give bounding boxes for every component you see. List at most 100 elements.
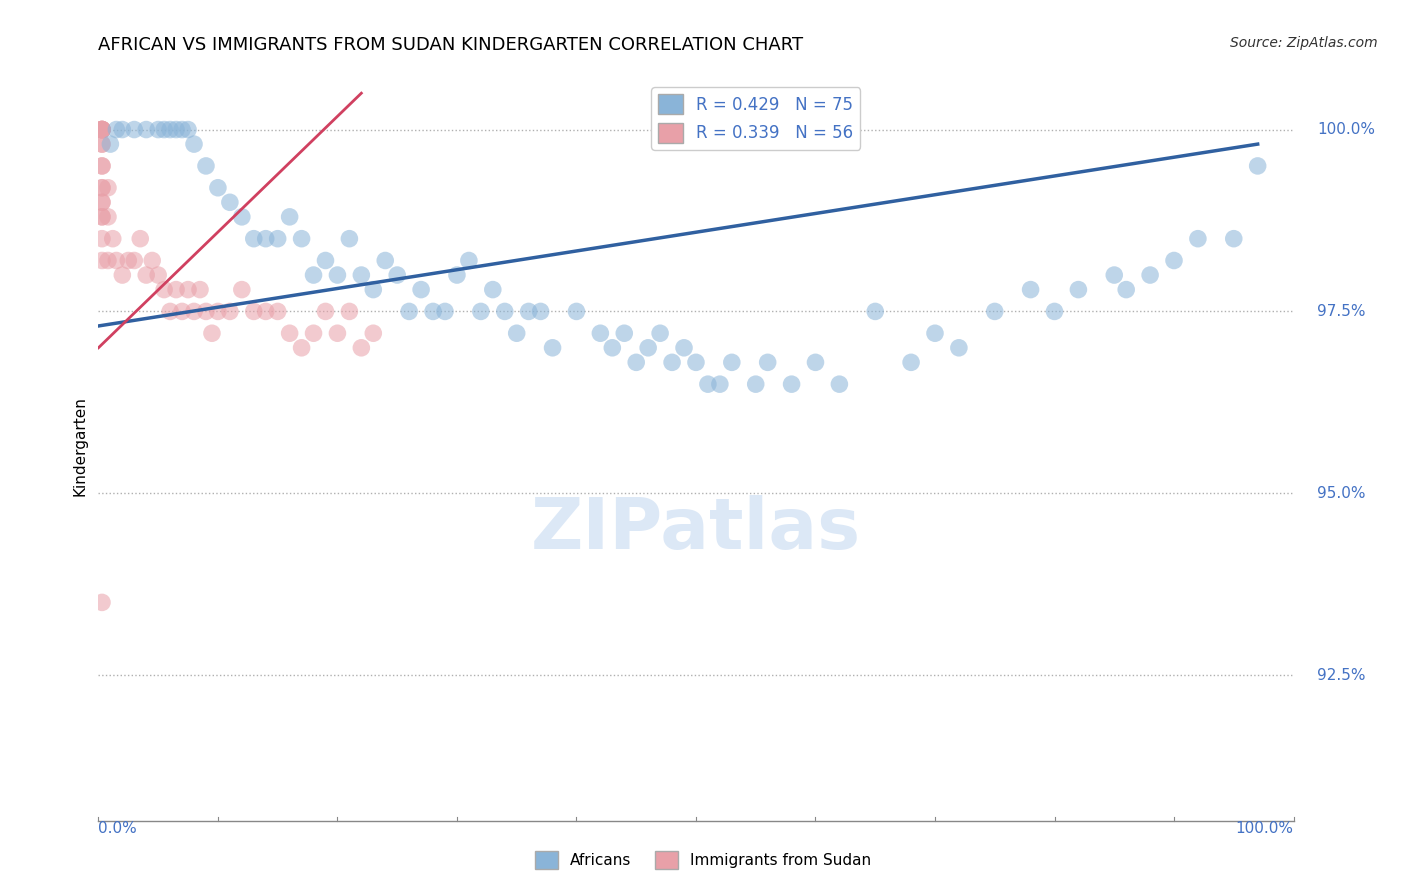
Point [91, 210, 114, 224]
Point [278, 210, 301, 224]
Text: Source: ZipAtlas.com: Source: ZipAtlas.com [1230, 36, 1378, 50]
Point [697, 377, 720, 392]
Point [91, 195, 114, 210]
Point [350, 341, 373, 355]
Point [129, 232, 152, 246]
Y-axis label: Kindergarten: Kindergarten [72, 396, 87, 496]
Point [1247, 159, 1270, 173]
Point [541, 341, 564, 355]
Text: ZIPatlas: ZIPatlas [531, 495, 860, 564]
Point [91, 122, 114, 136]
Text: 100.0%: 100.0% [1236, 821, 1294, 836]
Point [141, 253, 163, 268]
Point [207, 304, 229, 318]
Point [153, 283, 176, 297]
Point [243, 304, 266, 318]
Point [91, 253, 114, 268]
Point [828, 377, 851, 392]
Point [900, 355, 922, 369]
Point [91, 137, 114, 152]
Point [422, 304, 444, 318]
Point [243, 232, 266, 246]
Text: 95.0%: 95.0% [1317, 486, 1365, 500]
Point [159, 304, 181, 318]
Point [91, 210, 114, 224]
Point [188, 283, 211, 297]
Point [117, 253, 139, 268]
Point [105, 122, 128, 136]
Text: 92.5%: 92.5% [1317, 667, 1365, 682]
Point [756, 355, 779, 369]
Point [673, 341, 696, 355]
Point [339, 232, 361, 246]
Point [219, 304, 242, 318]
Point [91, 180, 114, 194]
Point [91, 137, 114, 152]
Text: 0.0%: 0.0% [98, 821, 138, 836]
Point [177, 122, 200, 136]
Point [482, 283, 505, 297]
Point [637, 341, 659, 355]
Point [315, 304, 337, 318]
Point [458, 253, 481, 268]
Point [231, 283, 253, 297]
Point [1187, 232, 1209, 246]
Point [124, 253, 146, 268]
Point [1019, 283, 1042, 297]
Point [91, 232, 114, 246]
Point [201, 326, 224, 341]
Point [183, 137, 205, 152]
Point [865, 304, 887, 318]
Point [111, 122, 134, 136]
Point [124, 122, 146, 136]
Point [506, 326, 529, 341]
Point [721, 355, 744, 369]
Point [135, 122, 157, 136]
Point [709, 377, 731, 392]
Point [183, 304, 205, 318]
Point [326, 326, 349, 341]
Point [1043, 304, 1066, 318]
Point [91, 180, 114, 194]
Point [745, 377, 768, 392]
Point [291, 341, 314, 355]
Point [165, 122, 187, 136]
Point [411, 283, 433, 297]
Point [159, 122, 181, 136]
Point [91, 195, 114, 210]
Point [207, 180, 229, 194]
Point [385, 268, 409, 282]
Point [602, 341, 624, 355]
Point [650, 326, 672, 341]
Point [195, 159, 218, 173]
Point [153, 122, 176, 136]
Point [924, 326, 946, 341]
Point [267, 232, 290, 246]
Point [339, 304, 361, 318]
Legend: R = 0.429   N = 75, R = 0.339   N = 56: R = 0.429 N = 75, R = 0.339 N = 56 [651, 87, 860, 150]
Point [589, 326, 612, 341]
Point [565, 304, 588, 318]
Point [101, 232, 124, 246]
Point [446, 268, 468, 282]
Point [291, 232, 314, 246]
Point [91, 122, 114, 136]
Point [1223, 232, 1246, 246]
Point [326, 268, 349, 282]
Point [267, 304, 290, 318]
Point [254, 232, 277, 246]
Point [278, 326, 301, 341]
Point [91, 122, 114, 136]
Point [363, 326, 385, 341]
Point [984, 304, 1007, 318]
Point [517, 304, 540, 318]
Point [374, 253, 396, 268]
Point [97, 210, 120, 224]
Point [685, 355, 707, 369]
Legend: Africans, Immigrants from Sudan: Africans, Immigrants from Sudan [529, 845, 877, 875]
Point [470, 304, 492, 318]
Point [91, 122, 114, 136]
Point [780, 377, 803, 392]
Point [91, 595, 114, 609]
Point [172, 304, 194, 318]
